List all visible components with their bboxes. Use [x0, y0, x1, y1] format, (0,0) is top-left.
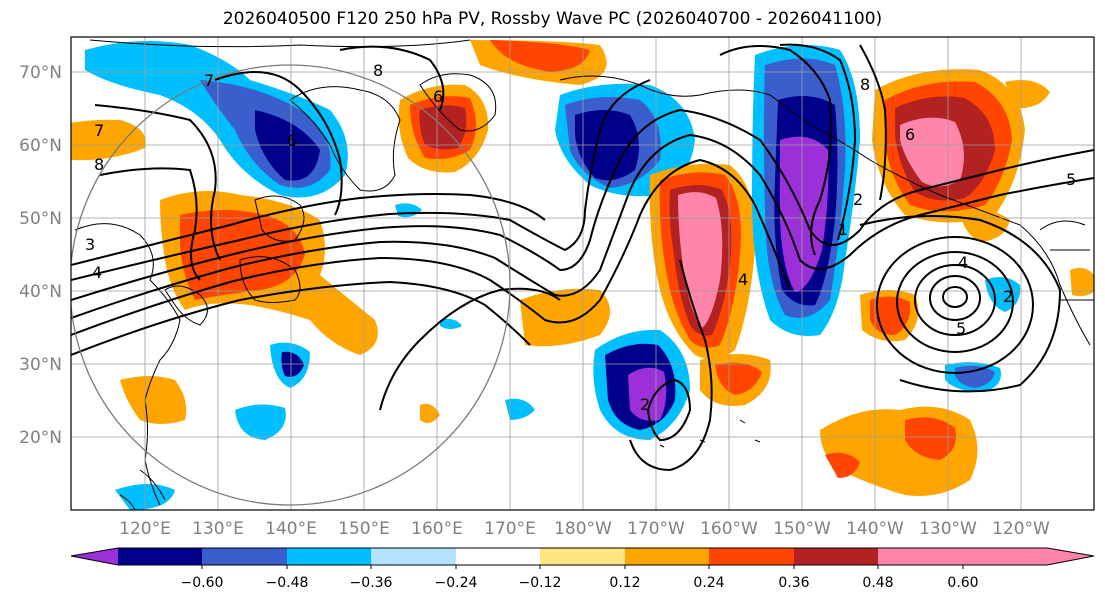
- lon-label: 170°W: [627, 519, 685, 539]
- lon-label: 160°W: [700, 519, 758, 539]
- longitude-labels: 120°E 130°E 140°E 150°E 160°E 170°E 180°…: [119, 519, 1050, 539]
- lat-label: 50°N: [19, 209, 62, 229]
- graticule: [71, 37, 1094, 510]
- lon-label: 180°W: [554, 519, 612, 539]
- contour-label: 7: [94, 121, 104, 140]
- cutoff-low-contours: [859, 215, 1062, 393]
- lon-label: 130°W: [919, 519, 977, 539]
- colorbar: −0.60 −0.48 −0.36 −0.24 −0.12 0.12 0.24 …: [70, 547, 1095, 591]
- colorbar-segment: [118, 548, 202, 565]
- colorbar-label: 0.36: [778, 575, 809, 591]
- lon-label: 120°W: [992, 519, 1050, 539]
- lat-label: 30°N: [19, 355, 62, 375]
- lat-label: 60°N: [19, 136, 62, 156]
- pv-contours: [71, 43, 1094, 472]
- contour-label: 6: [287, 131, 297, 150]
- colorbar-segment: [625, 548, 709, 565]
- contour-label: 8: [94, 155, 104, 174]
- contour-label: 8: [860, 75, 870, 94]
- colorbar-label: 0.12: [609, 575, 640, 591]
- colorbar-segment: [794, 548, 878, 565]
- colorbar-segment: [202, 548, 287, 565]
- lon-label: 140°W: [846, 519, 904, 539]
- lon-label: 150°W: [773, 519, 831, 539]
- colorbar-min-extension: [71, 548, 118, 565]
- contour-label: 1: [838, 220, 848, 239]
- colorbar-segment: [287, 548, 371, 565]
- contour-label: 4: [958, 253, 968, 272]
- contour-label: 2: [640, 395, 650, 414]
- contour-label: 4: [738, 270, 748, 289]
- colorbar-label: −0.60: [181, 575, 224, 591]
- colorbar-segment: [709, 548, 794, 565]
- colorbar-segment: [371, 548, 456, 565]
- lon-label: 120°E: [119, 519, 171, 539]
- contour-labels: 7 7 8 4 3 6 8 2 1 5 4 5 6 6 2 4 2 8: [85, 61, 1076, 414]
- lon-label: 170°E: [484, 519, 536, 539]
- lon-label: 160°E: [411, 519, 463, 539]
- colorbar-label: −0.24: [435, 575, 478, 591]
- colorbar-label: 0.24: [693, 575, 724, 591]
- contour-label: 2: [853, 190, 863, 209]
- contour-label: 7: [204, 71, 214, 90]
- colorbar-segment: [878, 548, 963, 565]
- lon-label: 150°E: [338, 519, 390, 539]
- colorbar-label: 0.48: [862, 575, 893, 591]
- contour-label: 3: [85, 235, 95, 254]
- pv-anomaly-shading: [71, 40, 1094, 510]
- contour-label: 4: [92, 263, 102, 282]
- colorbar-segment: [456, 548, 540, 565]
- contour-label: 6: [433, 87, 443, 106]
- latitude-labels: 70°N 60°N 50°N 40°N 30°N 20°N: [19, 63, 62, 448]
- lat-label: 20°N: [19, 428, 62, 448]
- colorbar-label: −0.12: [519, 575, 562, 591]
- lon-label: 130°E: [192, 519, 244, 539]
- colorbar-max-extension: [963, 548, 1094, 565]
- map-frame: [70, 36, 1095, 511]
- lat-label: 70°N: [19, 63, 62, 83]
- contour-label: 6: [905, 125, 915, 144]
- contour-label: 5: [956, 319, 966, 338]
- range-circle: [71, 64, 511, 506]
- lon-label: 140°E: [265, 519, 317, 539]
- contour-label: 5: [1066, 170, 1076, 189]
- colorbar-label: −0.48: [266, 575, 309, 591]
- colorbar-label: 0.60: [947, 575, 978, 591]
- lat-label: 40°N: [19, 282, 62, 302]
- contour-label: 8: [373, 61, 383, 80]
- colorbar-label: −0.36: [350, 575, 393, 591]
- map-title: 2026040500 F120 250 hPa PV, Rossby Wave …: [222, 9, 883, 29]
- contour-label: 2: [1003, 287, 1013, 306]
- colorbar-segment: [540, 548, 625, 565]
